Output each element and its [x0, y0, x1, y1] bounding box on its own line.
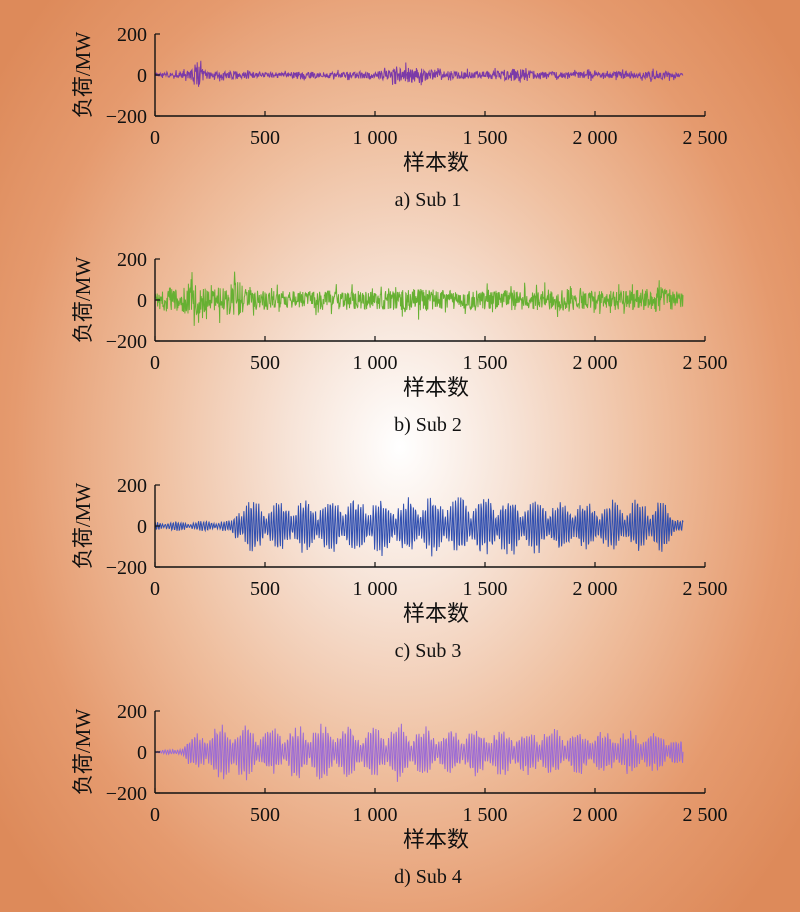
- chart-caption: a) Sub 1: [395, 189, 462, 211]
- y-axis-title: 负荷/MW: [71, 483, 95, 570]
- y-tick-label: −200: [106, 783, 147, 805]
- x-tick-label: 2 000: [573, 127, 618, 149]
- x-axis-title: 样本数: [403, 827, 469, 852]
- x-tick-label: 1 000: [353, 352, 398, 374]
- x-tick-label: 2 000: [573, 352, 618, 374]
- x-tick-label: 1 500: [463, 127, 508, 149]
- y-axis-title: 负荷/MW: [71, 257, 95, 344]
- x-tick-label: 1 500: [463, 352, 508, 374]
- x-tick-label: 0: [150, 578, 160, 600]
- y-tick-label: 0: [137, 65, 147, 87]
- y-tick-label: −200: [106, 106, 147, 128]
- x-tick-label: 2 500: [683, 804, 728, 826]
- signal-line: [154, 271, 684, 326]
- x-tick-label: 1 000: [353, 578, 398, 600]
- x-axis-title: 样本数: [403, 150, 469, 175]
- x-tick-label: 500: [250, 127, 280, 149]
- x-tick-label: 2 500: [683, 127, 728, 149]
- x-tick-label: 2 500: [683, 352, 728, 374]
- x-tick-label: 1 000: [353, 804, 398, 826]
- signal-line: [155, 723, 684, 782]
- y-tick-label: 200: [117, 475, 147, 497]
- x-tick-label: 0: [150, 804, 160, 826]
- x-tick-label: 1 500: [463, 804, 508, 826]
- x-tick-label: 2 000: [573, 578, 618, 600]
- y-axis-title: 负荷/MW: [71, 32, 95, 119]
- x-axis-title: 样本数: [403, 601, 469, 626]
- chart-caption: d) Sub 4: [394, 866, 462, 888]
- x-tick-label: 0: [150, 352, 160, 374]
- y-tick-label: −200: [106, 557, 147, 579]
- y-tick-label: −200: [106, 331, 147, 353]
- x-tick-label: 1 500: [463, 578, 508, 600]
- y-axis-title: 负荷/MW: [71, 709, 95, 796]
- y-tick-label: 200: [117, 701, 147, 723]
- x-tick-label: 2 000: [573, 804, 618, 826]
- y-tick-label: 200: [117, 249, 147, 271]
- x-tick-label: 500: [250, 352, 280, 374]
- x-tick-label: 500: [250, 804, 280, 826]
- y-tick-label: 200: [117, 24, 147, 46]
- x-tick-label: 2 500: [683, 578, 728, 600]
- x-tick-label: 0: [150, 127, 160, 149]
- chart-caption: c) Sub 3: [395, 640, 462, 662]
- y-tick-label: 0: [137, 742, 147, 764]
- x-tick-label: 1 000: [353, 127, 398, 149]
- chart-caption: b) Sub 2: [394, 414, 462, 436]
- x-axis-title: 样本数: [403, 375, 469, 400]
- y-tick-label: 0: [137, 290, 147, 312]
- y-tick-label: 0: [137, 516, 147, 538]
- signal-line: [154, 497, 684, 557]
- x-tick-label: 500: [250, 578, 280, 600]
- signal-line: [154, 60, 684, 87]
